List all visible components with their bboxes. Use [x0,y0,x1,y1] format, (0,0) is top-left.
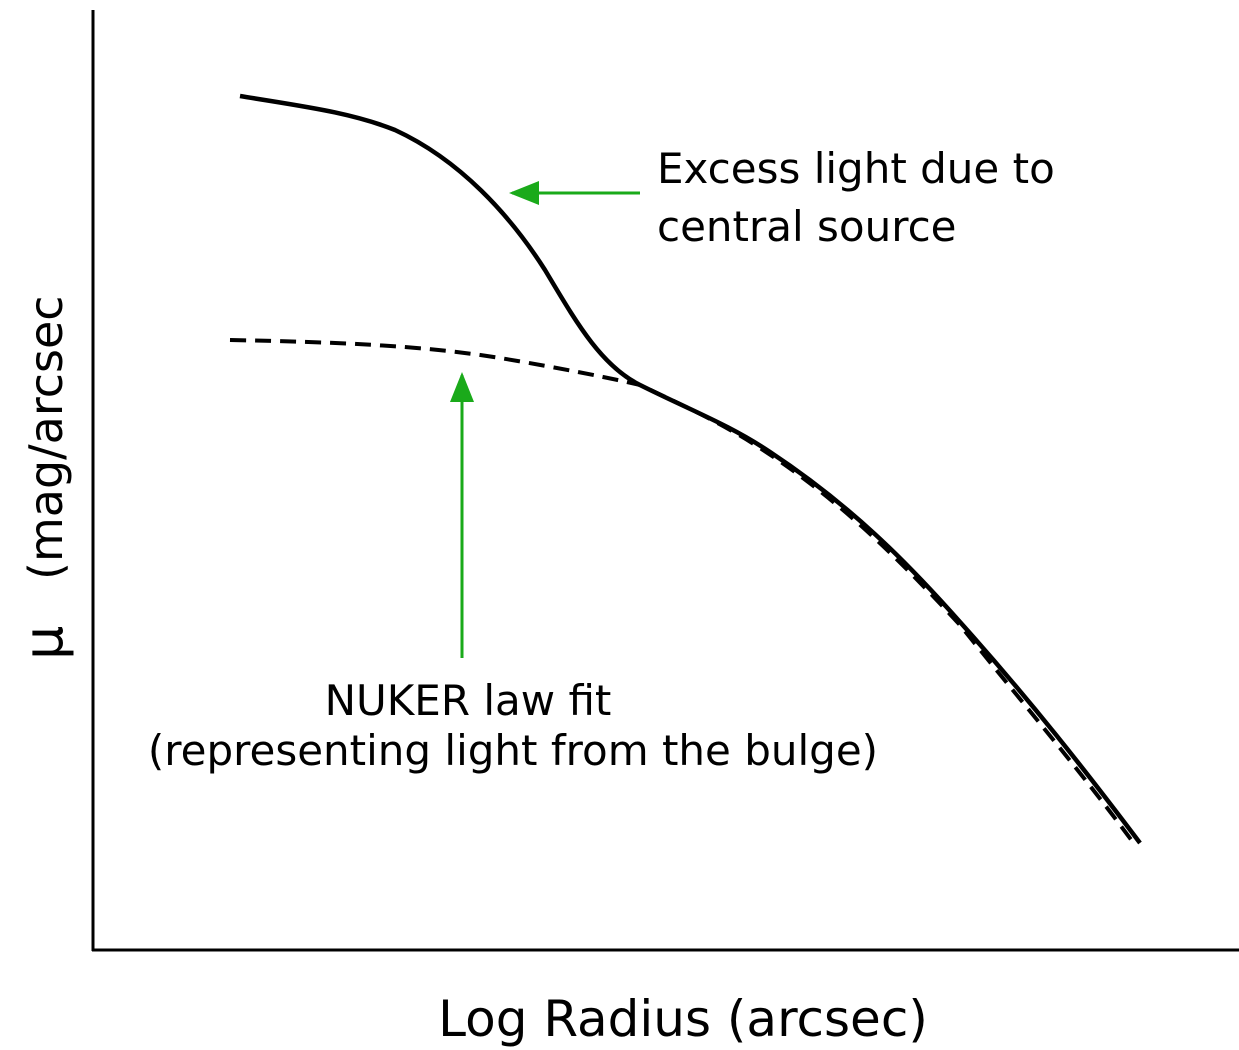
nuker-label: NUKER law fit [325,676,612,725]
excess-label: Excess light due to [657,144,1055,193]
y-axis-label: (mag/arcsec [19,295,73,580]
x-axis-label: Log Radius (arcsec) [438,990,928,1048]
excess-label: central source [657,202,957,251]
profile-curve [239,93,1142,845]
y-axis-symbol: μ [12,626,75,660]
nuker-label: (representing light from the bulge) [148,726,878,775]
